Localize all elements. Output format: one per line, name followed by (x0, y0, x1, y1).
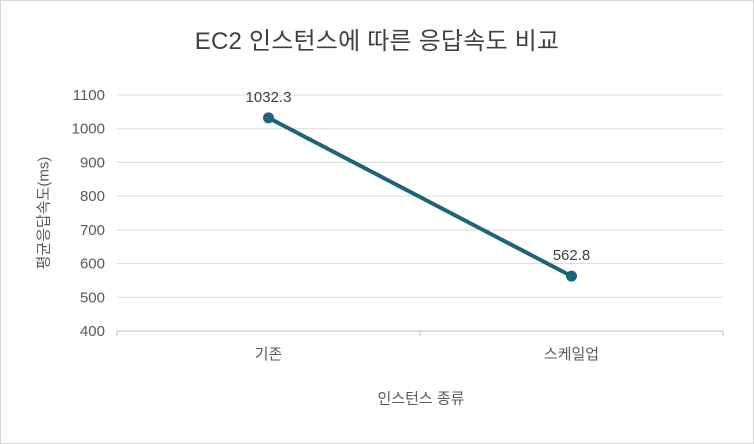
y-tick-label: 1100 (73, 87, 105, 104)
y-tick-label: 500 (80, 289, 105, 306)
series-line (266, 115, 574, 279)
y-tick-label: 1000 (72, 121, 105, 138)
x-category-label: 기존 (255, 346, 283, 363)
data-label: 1032.3 (246, 89, 292, 106)
x-category-label: 스케일업 (544, 346, 599, 363)
data-point-marker (566, 270, 577, 282)
data-label: 562.8 (553, 247, 591, 264)
y-tick-label: 400 (80, 323, 105, 340)
data-point-marker (263, 112, 274, 124)
x-axis-title: 인스턴스 종류 (377, 390, 465, 408)
y-tick-label: 700 (80, 222, 105, 239)
y-tick-label: 600 (80, 256, 105, 273)
chart-title: EC2 인스턴스에 따른 응답속도 비교 (194, 28, 560, 55)
y-tick-label: 900 (80, 154, 105, 171)
y-tick-label: 800 (80, 188, 105, 205)
